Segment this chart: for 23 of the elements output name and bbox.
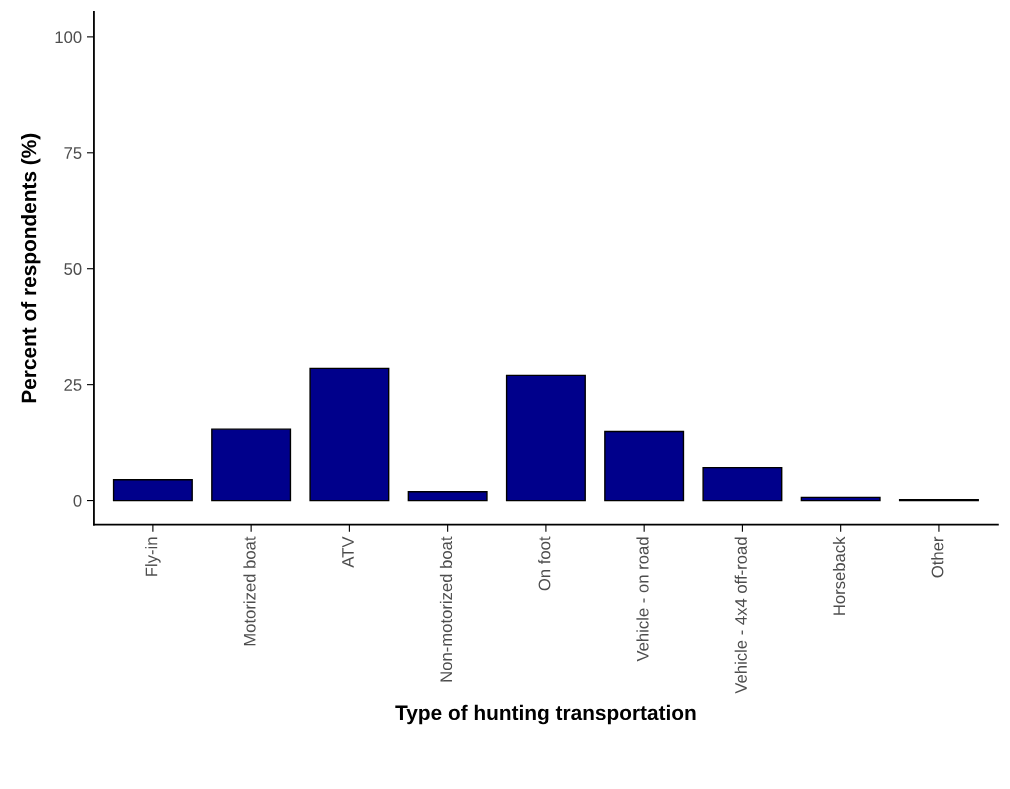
bar: [211, 428, 292, 502]
x-tick-label: Fly-in: [145, 537, 161, 576]
y-tick-label: 25: [64, 379, 82, 391]
x-tick-label: Non-motorized boat: [439, 536, 453, 682]
bar: [604, 430, 685, 502]
x-tick-label: ATV: [342, 536, 354, 568]
y-tick-label: 0: [73, 494, 82, 507]
y-tick-label: 100: [55, 31, 82, 44]
x-tick-label: On foot: [538, 536, 551, 591]
x-axis-title: Type of hunting transportation: [395, 704, 696, 725]
x-tick-label: Vehicle - 4x4 off-road: [734, 537, 747, 694]
bar: [702, 466, 783, 502]
x-tick-label: Horseback: [832, 536, 846, 615]
y-axis-title: Percent of respondents (%): [21, 133, 41, 403]
bar: [505, 374, 586, 502]
y-tick-label: 50: [64, 263, 82, 275]
y-tick-label: 75: [64, 147, 82, 159]
x-tick-label: Other: [931, 536, 944, 578]
x-tick-label: Vehicle - on road: [636, 537, 649, 662]
bar: [407, 491, 488, 502]
bar: [112, 479, 193, 502]
x-tick-label: Motorized boat: [243, 536, 256, 646]
bar: [309, 367, 390, 502]
